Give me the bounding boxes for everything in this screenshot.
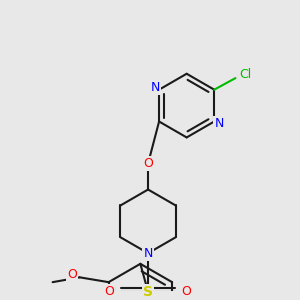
Text: O: O [143, 157, 153, 170]
Text: O: O [104, 285, 114, 298]
Text: O: O [67, 268, 77, 281]
Text: N: N [151, 81, 160, 94]
Text: Cl: Cl [239, 68, 251, 81]
Text: N: N [143, 247, 153, 260]
Text: S: S [143, 285, 153, 299]
Text: O: O [182, 285, 192, 298]
Text: N: N [214, 117, 224, 130]
